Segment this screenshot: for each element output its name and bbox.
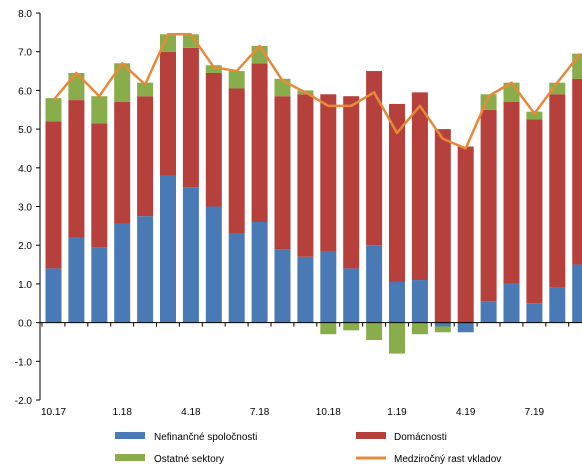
bar-segment-series-0 [503, 283, 520, 323]
x-tick-label: 10.18 [316, 407, 341, 418]
y-tick-label: -2.0 [15, 396, 33, 407]
bar-segment-series-0 [366, 245, 383, 323]
bar-segment-series-0 [68, 237, 85, 323]
bar-segment-series-0 [320, 251, 337, 323]
y-tick-label: 2.0 [18, 241, 32, 252]
legend-swatch-households [356, 432, 386, 439]
bars [45, 34, 582, 354]
bar-segment-series-1 [389, 103, 405, 282]
legend-label-nonfinancial: Nefinančné spoločnosti [154, 432, 257, 443]
bar-segment-series-0 [343, 268, 360, 323]
bar-segment-series-0 [389, 281, 405, 323]
bar-segment-series-1 [274, 96, 291, 250]
bar-segment-series-2 [45, 98, 62, 122]
growth-line-layer [52, 33, 582, 150]
bar-segment-series-1 [343, 96, 360, 269]
x-tick-label: 1.18 [112, 407, 132, 418]
bar-segment-series-2 [182, 34, 199, 48]
bar-segment-series-0 [411, 280, 428, 323]
bar-segment-series-2 [343, 322, 360, 331]
bar-segment-series-1 [320, 94, 337, 252]
bar-segment-series-1 [411, 92, 428, 281]
bar-segment-series-1 [137, 96, 154, 217]
x-tick-label: 4.19 [456, 407, 476, 418]
x-tick-label: 7.19 [525, 407, 545, 418]
x-tick-label: 4.18 [181, 407, 201, 418]
bar-segment-series-1 [503, 102, 520, 284]
bar-segment-series-0 [274, 249, 291, 323]
bar-segment-series-1 [457, 146, 474, 323]
bar-segment-series-0 [114, 223, 131, 323]
x-axis: 10.17 1.18 4.18 7.18 10.18 1.19 4.19 7.19 [40, 322, 582, 418]
bar-segment-series-0 [297, 256, 314, 323]
bar-segment-series-1 [526, 119, 543, 304]
bar-segment-series-0 [457, 322, 474, 333]
bar-segment-series-0 [526, 303, 543, 323]
y-tick-label: 0.0 [18, 319, 32, 330]
bar-segment-series-0 [91, 247, 108, 323]
y-tick-label: 4.0 [18, 164, 32, 175]
y-tick-label: 3.0 [18, 203, 32, 214]
bar-segment-series-2 [411, 322, 428, 335]
y-tick-label: 5.0 [18, 125, 32, 136]
bar-segment-series-1 [114, 102, 131, 224]
bar-segment-series-2 [389, 322, 405, 354]
bar-segment-series-1 [91, 123, 108, 248]
bar-segment-series-1 [572, 78, 582, 265]
bar-segment-series-0 [137, 216, 154, 323]
legend-label-other-sectors: Ostatné sektory [154, 454, 224, 465]
bar-segment-series-2 [434, 326, 451, 333]
bar-segment-series-2 [205, 65, 222, 73]
bar-segment-series-1 [182, 47, 199, 188]
y-axis: -2.0 -1.0 0.0 1.0 2.0 3.0 4.0 5.0 6.0 7.0 8.0 [15, 9, 41, 407]
x-tick-label: 1.19 [387, 407, 407, 418]
x-tick-label: 10.17 [41, 407, 66, 418]
bar-segment-series-2 [114, 63, 131, 103]
bar-segment-series-1 [251, 63, 268, 222]
bar-segment-series-0 [572, 264, 582, 323]
bar-segment-series-1 [480, 109, 497, 302]
bar-segment-series-1 [68, 100, 85, 238]
y-tick-label: 1.0 [18, 280, 32, 291]
bar-segment-series-0 [205, 206, 222, 323]
bar-segment-series-0 [434, 322, 451, 327]
bar-segment-series-2 [526, 111, 543, 120]
bar-segment-series-1 [160, 51, 176, 176]
y-tick-label: 6.0 [18, 86, 32, 97]
legend-swatch-nonfinancial [115, 432, 145, 439]
bar-segment-series-0 [480, 301, 497, 323]
bar-segment-series-1 [205, 72, 222, 207]
bar-segment-series-1 [228, 88, 245, 234]
bar-segment-series-2 [366, 322, 383, 341]
bar-segment-series-2 [228, 71, 245, 89]
bar-segment-series-1 [549, 94, 566, 288]
bar-segment-series-2 [91, 96, 108, 124]
bar-segment-series-0 [182, 187, 199, 323]
bar-segment-series-0 [251, 221, 268, 323]
x-tick-label: 7.18 [250, 407, 270, 418]
bar-segment-series-1 [434, 129, 451, 323]
bar-segment-series-0 [45, 268, 62, 323]
bar-segment-series-0 [228, 233, 245, 323]
bar-segment-series-2 [68, 72, 85, 101]
bar-segment-series-1 [297, 94, 314, 257]
bar-segment-series-0 [549, 287, 566, 323]
y-tick-label: 7.0 [18, 48, 32, 59]
bar-segment-series-2 [137, 82, 154, 97]
bar-segment-series-2 [320, 322, 337, 335]
bar-segment-series-2 [549, 82, 566, 95]
bar-segment-series-2 [572, 53, 582, 79]
bar-segment-series-1 [366, 71, 383, 246]
legend-label-households: Domácnosti [394, 432, 447, 443]
legend-label-growth-line: Medziročný rast vkladov [394, 454, 501, 465]
legend-swatch-other-sectors [115, 454, 145, 461]
legend: Nefinančné spoločnosti Domácnosti Ostatn… [115, 432, 501, 465]
bar-segment-series-0 [160, 175, 176, 323]
y-tick-label: -1.0 [15, 357, 33, 368]
bar-segment-series-2 [160, 34, 176, 52]
bar-segment-series-1 [45, 121, 62, 269]
y-tick-label: 8.0 [18, 9, 32, 20]
growth-line [52, 33, 582, 150]
